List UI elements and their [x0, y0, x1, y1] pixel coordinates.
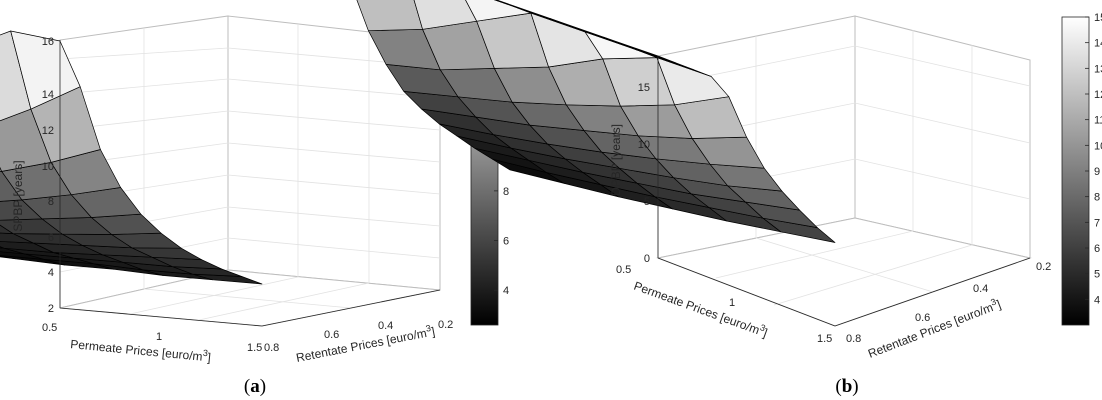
colorbar-tick-label: 8 — [503, 186, 509, 198]
front-axes-b — [657, 56, 1031, 327]
y-tick-label-a: 0.8 — [264, 342, 279, 354]
colorbar-tick-label: 13 — [1094, 63, 1102, 75]
z-tick-label-b: 10 — [638, 139, 650, 151]
colorbar-tick-label: 6 — [1094, 243, 1100, 255]
z-tick-label-a: 4 — [48, 267, 54, 279]
colorbar-tick-label: 9 — [1094, 166, 1100, 178]
colorbar-ticks-b: 4 5 6 7 8 9 10 11 12 13 14 15 — [1085, 12, 1102, 306]
z-tick-label-a: 2 — [48, 303, 54, 315]
z-axis-label-a: SPBP [years] — [11, 160, 25, 231]
z-tick-label-b: 5 — [644, 196, 650, 208]
y-tick-label-b: 0.2 — [1036, 261, 1051, 273]
colorbar-tick-label: 10 — [1094, 140, 1102, 152]
x-axis-label-a: Permeate Prices [euro/m3] — [70, 335, 212, 364]
colorbar-tick-label: 5 — [1094, 269, 1100, 281]
z-tick-label-a: 10 — [42, 161, 54, 173]
colorbar-tick-label: 14 — [1094, 38, 1102, 50]
x-axis-ticks-a: 0.5 1 1.5 — [42, 322, 262, 354]
y-tick-label-a: 0.4 — [378, 320, 393, 332]
y-tick-label-b: 0.8 — [846, 333, 861, 345]
colorbar-tick-label: 15 — [1094, 12, 1102, 24]
colorbar-tick-label: 7 — [1094, 217, 1100, 229]
y-axis-ticks-b: 0.8 0.6 0.4 0.2 — [846, 261, 1051, 345]
surface-mesh-a — [0, 30, 263, 285]
panel-b-surface-plot: 0 5 10 15 DPBP [years] 0.5 1 1.5 Permeat… — [356, 0, 1102, 397]
colorbar-tick-label: 11 — [1094, 115, 1102, 127]
x-tick-label-b: 1.5 — [817, 333, 832, 345]
y-tick-label-a: 0.6 — [324, 329, 339, 341]
x-tick-label-b: 1 — [729, 297, 735, 309]
x-tick-label-a: 1.5 — [247, 342, 262, 354]
y-axis-ticks-a: 0.8 0.6 0.4 0.2 — [264, 319, 453, 354]
z-tick-label-a: 8 — [48, 196, 54, 208]
x-tick-label-a: 1 — [156, 331, 162, 343]
z-axis-label-b: DPBP [years] — [609, 124, 623, 196]
x-tick-label-b: 0.5 — [616, 264, 631, 276]
z-tick-label-a: 12 — [42, 125, 54, 137]
panel-label-a: (a) — [244, 376, 266, 397]
colorbar-tick-label: 8 — [1094, 192, 1100, 204]
z-tick-label-a: 14 — [42, 89, 54, 101]
colorbar-tick-label: 4 — [1094, 294, 1100, 306]
surface-mesh-b — [356, 0, 836, 243]
colorbar-tick-label: 12 — [1094, 89, 1102, 101]
z-tick-label-a: 6 — [48, 232, 54, 244]
panel-label-b: (b) — [835, 376, 858, 397]
y-tick-label-b: 0.4 — [973, 283, 988, 295]
surface-patch — [10, 30, 81, 110]
colorbar-tick-label: 4 — [503, 285, 509, 297]
x-tick-label-a: 0.5 — [42, 322, 57, 334]
front-axes-a — [59, 40, 441, 327]
z-tick-label-b: 15 — [638, 82, 650, 94]
z-axis-ticks-b: 0 5 10 15 — [638, 82, 650, 265]
z-tick-label-a: 16 — [42, 36, 54, 48]
z-tick-label-b: 0 — [644, 253, 650, 265]
gridlines-a — [59, 24, 441, 321]
colorbar-tick-label: 6 — [503, 236, 509, 248]
z-axis-ticks-a: 2 4 6 8 10 12 14 16 — [42, 36, 54, 315]
x-axis-ticks-b: 0.5 1 1.5 — [616, 264, 832, 345]
y-axis-label-a: Retentate Prices [euro/m3] — [295, 322, 437, 365]
surface-patch — [356, 0, 423, 32]
y-tick-label-b: 0.6 — [915, 312, 930, 324]
colorbar-b — [1061, 16, 1090, 326]
y-tick-label-a: 0.2 — [438, 319, 453, 331]
